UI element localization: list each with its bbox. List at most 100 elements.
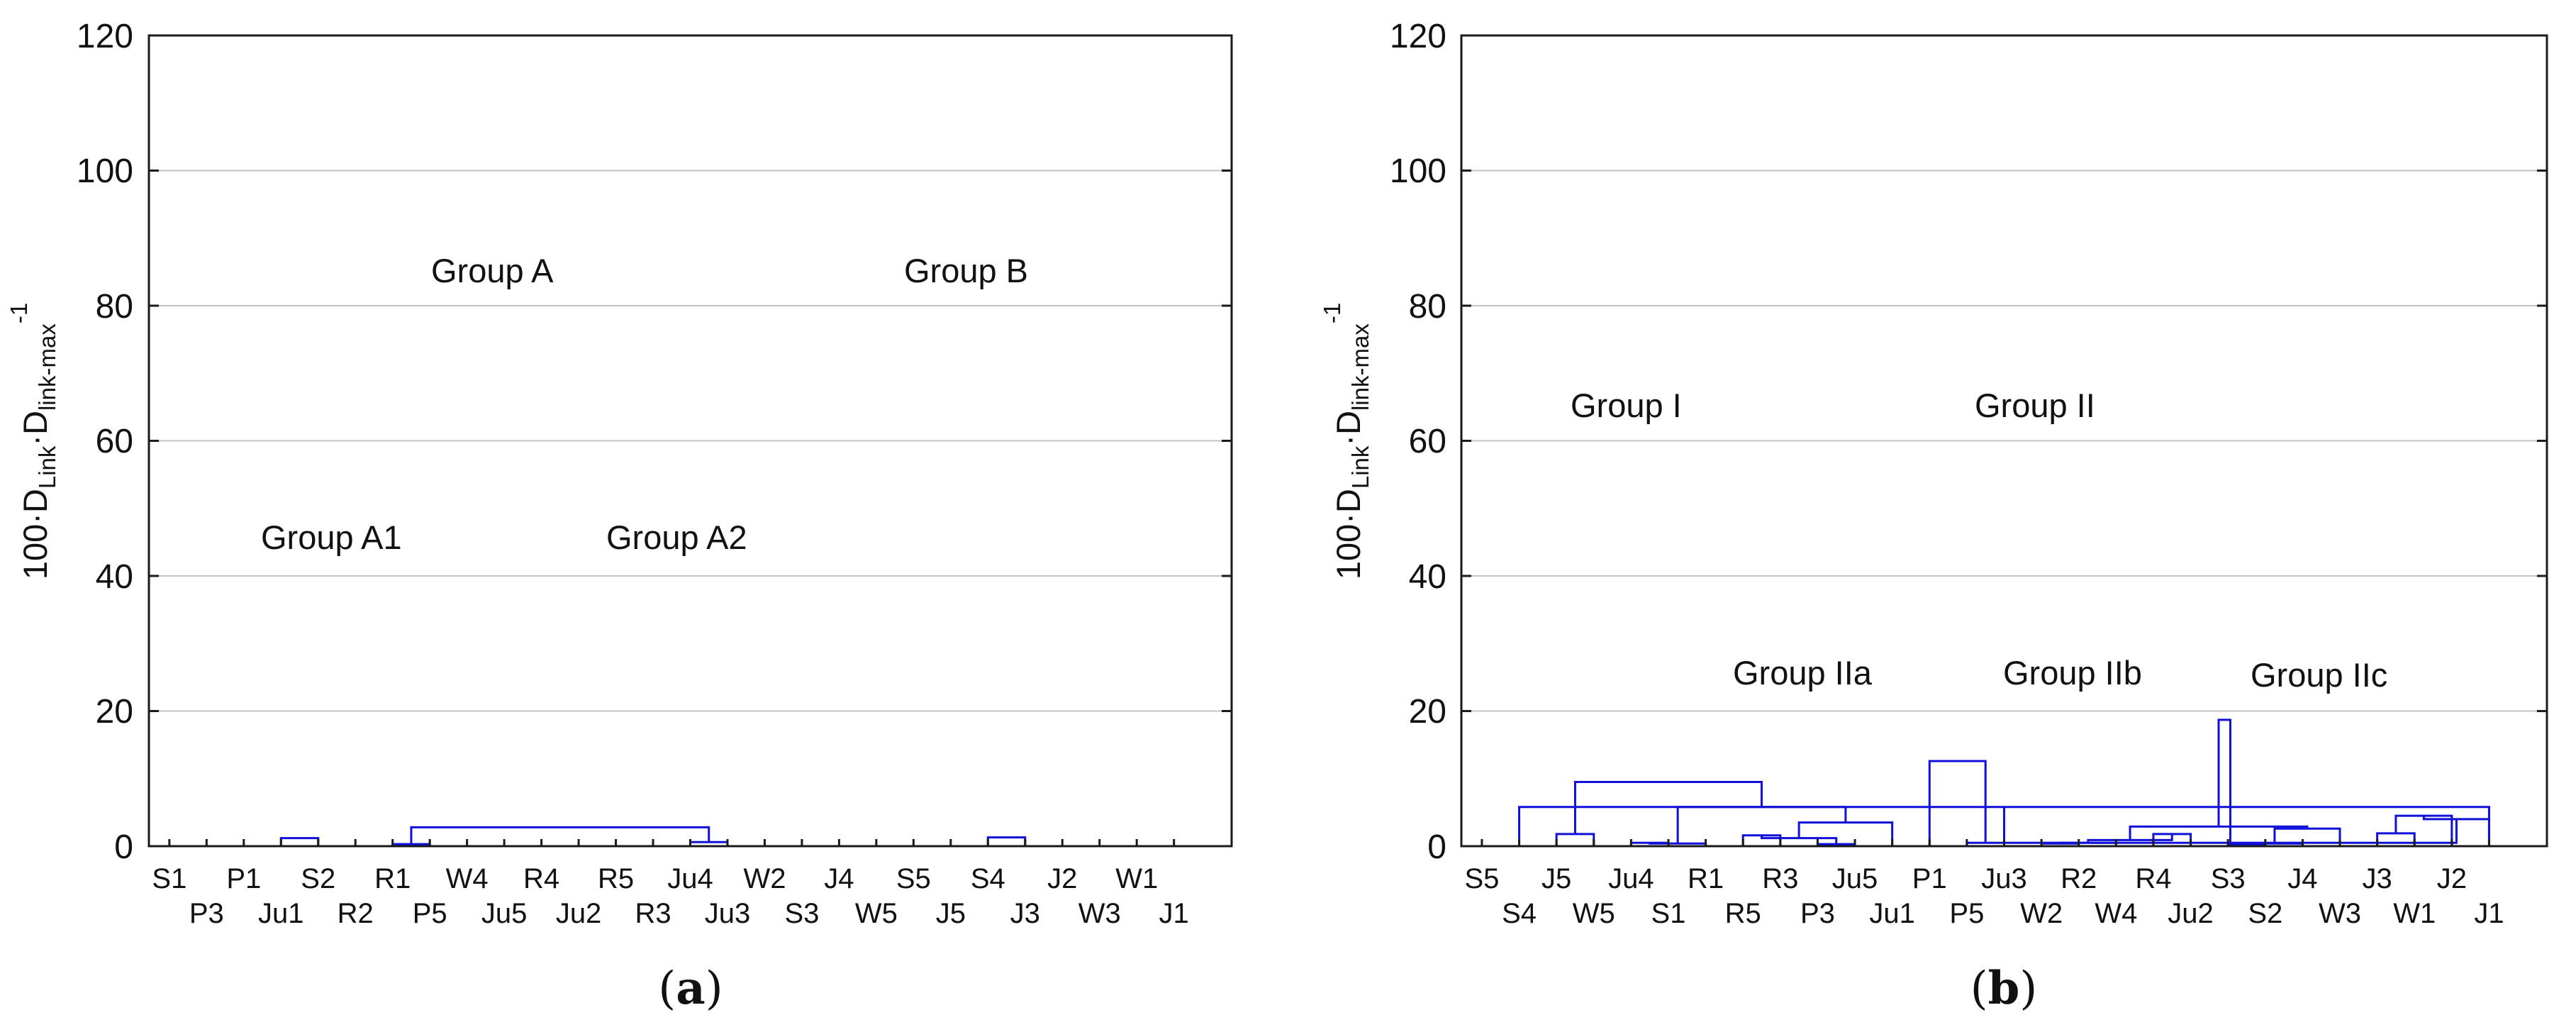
leaf-label: R2 xyxy=(338,898,374,929)
panel-a-close: ) xyxy=(706,962,723,1015)
leaf-label: S1 xyxy=(152,863,186,894)
leaf-label: R2 xyxy=(2061,863,2097,894)
leaf-label: W4 xyxy=(446,863,489,894)
leaf-label: S2 xyxy=(301,863,335,894)
ytick-label-80: 80 xyxy=(96,288,133,326)
ylabel-prefix: 100·D xyxy=(16,489,54,579)
panel-label-b: (b) xyxy=(1970,962,2038,1015)
leaf-label: S3 xyxy=(2211,863,2246,894)
leaf-label: J2 xyxy=(1047,863,1077,894)
y-ticks-b: 0 20 40 60 80 100 120 xyxy=(1390,18,2547,866)
group-labels-a: Group A Group B Group A1 Group A2 xyxy=(261,252,1028,556)
leaf-label: R5 xyxy=(598,863,634,894)
group-label-A: Group A xyxy=(431,252,554,289)
leaf-label: Ju3 xyxy=(1981,863,2027,894)
leaf-label: Ju2 xyxy=(556,898,602,929)
leaf-label: S3 xyxy=(784,898,819,929)
group-label-IIb: Group IIb xyxy=(2003,654,2142,692)
ylabel-mid: ·D xyxy=(16,411,54,446)
ytick-label-20: 20 xyxy=(96,693,133,731)
ytick-label-40: 40 xyxy=(96,558,133,596)
ytick-label-100: 100 xyxy=(1390,152,1446,190)
panel-label-a: (a) xyxy=(658,962,723,1015)
dendrogram-link xyxy=(2376,832,2416,846)
dendrogram-link xyxy=(2217,718,2231,843)
leaf-label: W1 xyxy=(1115,863,1158,894)
dendrogram-link xyxy=(1573,781,1763,834)
leaf-label: J1 xyxy=(1159,898,1189,929)
group-labels-b: Group I Group II Group IIa Group IIb Gro… xyxy=(1571,387,2387,694)
leaf-label: R4 xyxy=(523,863,559,894)
group-label-A2: Group A2 xyxy=(606,518,747,556)
dendrogram-link xyxy=(1797,821,1894,846)
group-label-I: Group I xyxy=(1571,387,1682,424)
leaf-label: J2 xyxy=(2437,863,2467,894)
leaf-label: W5 xyxy=(1573,898,1615,929)
leaf-label: W3 xyxy=(2319,898,2361,929)
y-axis-label-a: 100·DLink·Dlink-max-1 xyxy=(6,303,60,579)
leaf-label: P5 xyxy=(413,898,447,929)
dendrogram-link xyxy=(2087,833,2173,843)
leaf-label: W1 xyxy=(2393,898,2436,929)
ylabel-sub2: link-max xyxy=(34,323,60,411)
leaf-label: Ju5 xyxy=(481,898,528,929)
leaf-label: R1 xyxy=(1688,863,1724,894)
leaf-label: S5 xyxy=(896,863,931,894)
panel-b-letter: b xyxy=(1988,962,2020,1015)
leaf-label: Ju1 xyxy=(258,898,304,929)
leaf-label: W2 xyxy=(743,863,786,894)
leaf-label: Ju1 xyxy=(1869,898,1915,929)
gridlines-a xyxy=(149,170,1232,712)
dendrogram-link xyxy=(986,836,1027,846)
leaf-label: P1 xyxy=(226,863,261,894)
group-label-A1: Group A1 xyxy=(261,518,402,556)
leaf-label: R1 xyxy=(374,863,411,894)
leaf-label: Ju5 xyxy=(1832,863,1878,894)
gridlines-b xyxy=(1461,170,2547,712)
ylabel-prefix: 100·D xyxy=(1329,489,1367,579)
group-label-IIa: Group IIa xyxy=(1733,654,1873,692)
leaf-label: Ju4 xyxy=(667,863,713,894)
leaf-label: J3 xyxy=(1010,898,1040,929)
ytick-label-40: 40 xyxy=(1409,558,1446,596)
ylabel-sub1: Link xyxy=(34,445,60,489)
ylabel-sup: -1 xyxy=(6,303,32,323)
ytick-label-100: 100 xyxy=(77,152,133,190)
dendrogram-links-b xyxy=(1518,718,2490,846)
dendrogram-link xyxy=(279,837,320,846)
ytick-label-80: 80 xyxy=(1409,288,1446,326)
leaf-label: S4 xyxy=(1502,898,1537,929)
panel-b-close: ) xyxy=(2019,962,2037,1015)
panel-b-open: ( xyxy=(1970,962,1988,1015)
leaf-label: Ju2 xyxy=(2168,898,2214,929)
leaf-label: W2 xyxy=(2020,898,2063,929)
dendrogram-link xyxy=(2394,814,2453,846)
dendrogram-link xyxy=(410,826,710,845)
ytick-label-60: 60 xyxy=(96,423,133,460)
leaf-label: P5 xyxy=(1949,898,1984,929)
leaf-label: S4 xyxy=(971,863,1005,894)
group-label-B: Group B xyxy=(904,252,1028,289)
leaf-label: S1 xyxy=(1651,898,1686,929)
leaf-label: P3 xyxy=(189,898,224,929)
leaf-label: W3 xyxy=(1078,898,1121,929)
ytick-label-0: 0 xyxy=(114,828,133,866)
dendrogram-link xyxy=(1555,833,1595,846)
leaf-label: Ju3 xyxy=(705,898,751,929)
y-ticks-a: 0 20 40 60 80 100 120 xyxy=(77,18,1232,866)
dendrogram-link xyxy=(1928,760,1987,846)
leaf-label: J5 xyxy=(1541,863,1571,894)
ylabel-mid: ·D xyxy=(1329,411,1367,446)
ytick-label-20: 20 xyxy=(1409,693,1446,731)
panel-a-letter: a xyxy=(676,962,705,1015)
leaf-label: P3 xyxy=(1800,898,1835,929)
dendrogram-link xyxy=(2003,806,2458,844)
group-label-II: Group II xyxy=(1975,387,2095,424)
leaf-label: Ju4 xyxy=(1608,863,1654,894)
leaf-label: R5 xyxy=(1725,898,1761,929)
panel-a-open: ( xyxy=(658,962,676,1015)
leaf-label: S2 xyxy=(2248,898,2282,929)
